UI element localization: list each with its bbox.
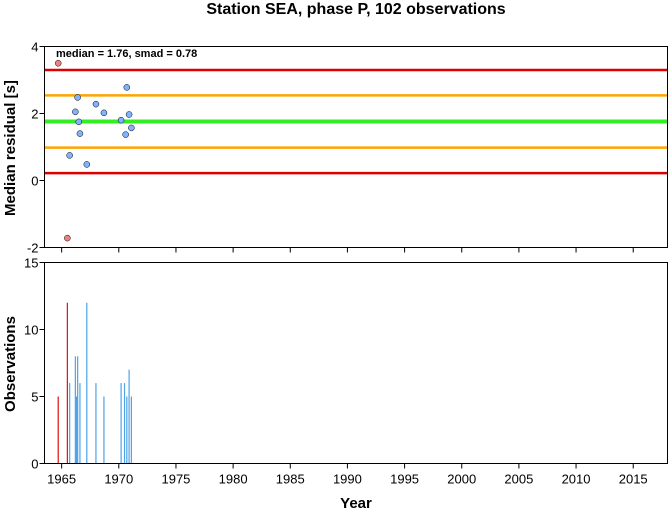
residual-point bbox=[72, 108, 79, 116]
y-tick-label: 0 bbox=[31, 174, 38, 189]
residual-point bbox=[128, 124, 135, 132]
reference-lines bbox=[44, 68, 668, 175]
residual-panel-frame bbox=[44, 46, 668, 248]
x-tick-label: 1970 bbox=[104, 472, 133, 487]
residual-point bbox=[92, 100, 100, 108]
residual-point bbox=[83, 161, 91, 168]
x-tick-label: 1975 bbox=[161, 472, 190, 487]
outlier-point bbox=[64, 234, 71, 242]
residual-y-ticks: 4 2 0 -2 bbox=[27, 40, 45, 256]
residual-point bbox=[123, 84, 131, 91]
observations-panel-frame bbox=[44, 262, 668, 464]
x-tick-label: 2005 bbox=[504, 472, 533, 487]
y-tick-label: 4 bbox=[31, 40, 38, 55]
residual-point bbox=[66, 152, 73, 159]
residual-y-label: Median residual [s] bbox=[2, 80, 19, 216]
x-tick-label: 1985 bbox=[276, 472, 305, 487]
residual-x-ticks bbox=[61, 247, 634, 253]
observations-y-ticks: 15 10 5 0 bbox=[24, 256, 45, 472]
y-tick-label: 10 bbox=[24, 323, 38, 338]
residual-point bbox=[76, 130, 84, 137]
year-x-label: Year bbox=[340, 495, 372, 511]
x-tick-label: 2000 bbox=[447, 472, 476, 487]
y-tick-label: 0 bbox=[31, 457, 38, 472]
stats-annotation: median = 1.76, smad = 0.78 bbox=[56, 48, 197, 60]
x-tick-label: 1990 bbox=[333, 472, 362, 487]
outlier-point bbox=[54, 60, 62, 67]
observations-y-label: Observations bbox=[2, 316, 19, 412]
x-tick-label: 1980 bbox=[219, 472, 248, 487]
residual-points bbox=[54, 60, 135, 242]
residual-point bbox=[75, 118, 83, 126]
y-tick-label: 5 bbox=[31, 390, 38, 405]
x-tick-label: 2015 bbox=[619, 472, 648, 487]
x-tick-label: 1965 bbox=[47, 472, 76, 487]
residual-point bbox=[74, 94, 81, 101]
year-x-ticks: 1965 1970 1975 1980 1985 1990 1995 2000 2005 2010… bbox=[47, 463, 648, 487]
y-tick-label: -2 bbox=[27, 241, 39, 256]
residual-panel: 4 2 0 -2 median = 1.76, smad = 0.78 Median … bbox=[2, 40, 668, 256]
x-tick-label: 2010 bbox=[562, 472, 591, 487]
residual-point bbox=[100, 109, 108, 117]
residual-point bbox=[122, 131, 129, 138]
y-tick-label: 15 bbox=[24, 256, 38, 271]
residual-point bbox=[125, 111, 133, 118]
observation-bars bbox=[57, 302, 132, 464]
observations-panel: 15 10 5 0 1965 1970 1975 1980 1985 1990 1995 2000 2… bbox=[2, 256, 668, 511]
y-tick-label: 2 bbox=[31, 107, 38, 122]
chart-title: Station SEA, phase P, 102 observations bbox=[206, 1, 505, 18]
residual-point bbox=[117, 116, 125, 124]
x-tick-label: 1995 bbox=[390, 472, 419, 487]
